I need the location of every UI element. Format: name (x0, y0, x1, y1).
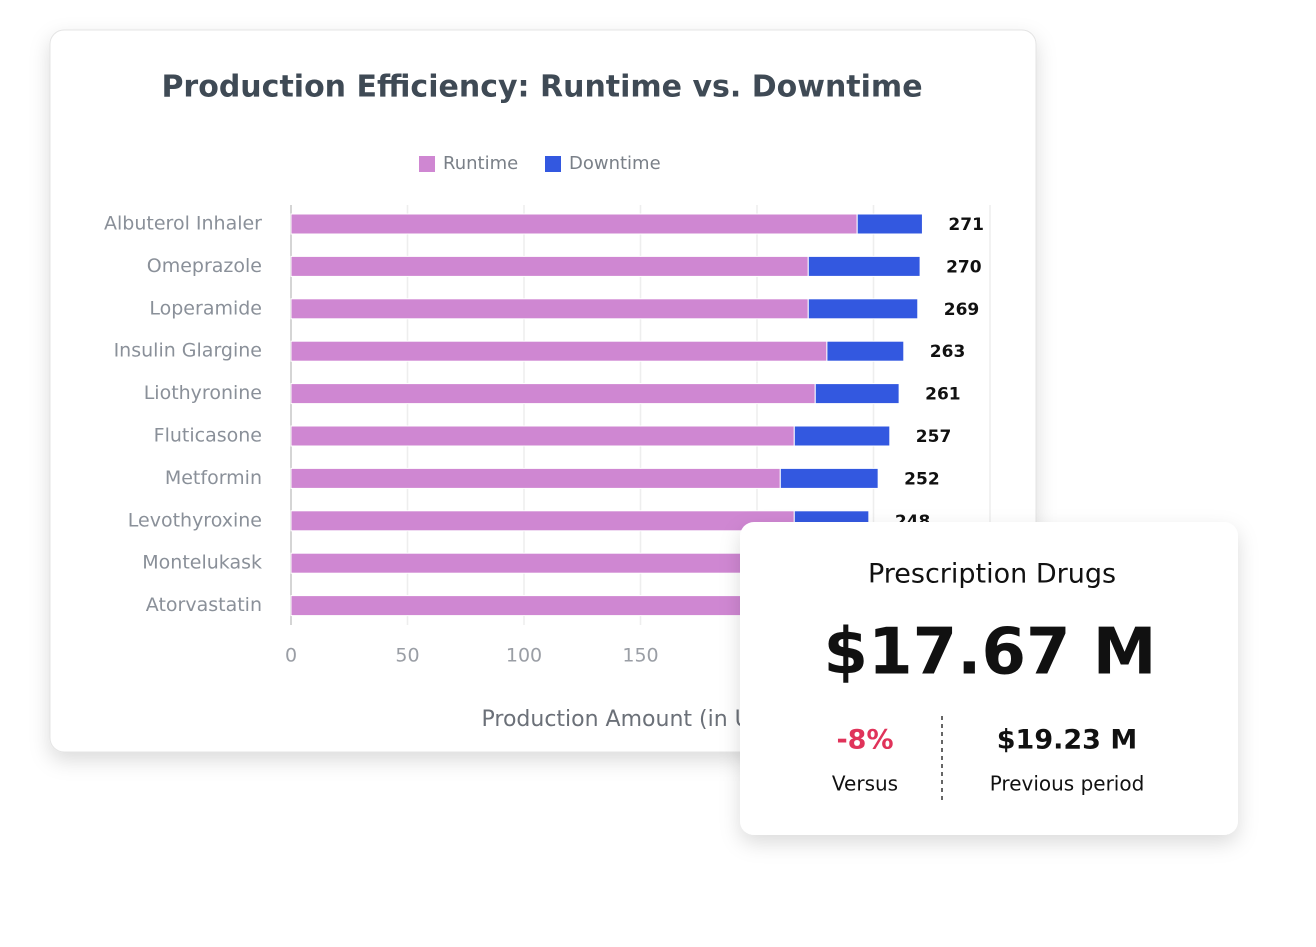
y-tick-label: Insulin Glargine (114, 340, 262, 362)
total-label: 270 (946, 257, 982, 277)
kpi-previous-label: Previous period (990, 772, 1145, 796)
bar-segment (290, 595, 770, 617)
y-tick-label: Omeprazole (147, 255, 262, 277)
x-tick-label: 150 (622, 645, 658, 667)
bar-segment (290, 552, 781, 574)
total-label: 257 (916, 427, 952, 447)
chart-title: Production Efficiency: Runtime vs. Downt… (161, 70, 922, 105)
total-label: 263 (930, 342, 966, 362)
bar-segment (793, 425, 891, 447)
bar-segment (290, 298, 809, 320)
y-tick-label: Levothyroxine (128, 509, 262, 531)
bar-segment (290, 255, 809, 277)
kpi-change: -8% (836, 725, 893, 756)
y-tick-label: Fluticasone (154, 425, 262, 447)
bar-segment (290, 383, 816, 405)
bar-segment (290, 340, 828, 362)
legend-swatch (545, 156, 561, 172)
x-tick-label: 100 (506, 645, 542, 667)
bar-segment (814, 383, 900, 405)
bar-segment (779, 467, 879, 489)
bar-segment (807, 298, 919, 320)
bar-segment (856, 213, 923, 235)
y-tick-label: Montelukask (142, 552, 262, 574)
x-tick-label: 50 (395, 645, 419, 667)
x-tick-label: 0 (285, 645, 297, 667)
y-tick-label: Metformin (165, 467, 262, 489)
bar-segment (290, 213, 858, 235)
bar-segment (290, 425, 795, 447)
legend-label: Runtime (443, 153, 518, 174)
y-tick-label: Atorvastatin (146, 594, 262, 616)
y-tick-label: Liothyronine (144, 382, 262, 404)
kpi-card: Prescription Drugs $17.67 M -8% Versus $… (740, 522, 1238, 835)
bar-segment (826, 340, 905, 362)
kpi-title: Prescription Drugs (868, 559, 1116, 590)
bar-segment (807, 255, 921, 277)
card-bg (740, 522, 1238, 835)
legend-swatch (419, 156, 435, 172)
y-tick-label: Loperamide (149, 297, 262, 319)
total-label: 252 (904, 469, 940, 489)
y-tick-label: Albuterol Inhaler (104, 213, 262, 235)
legend-label: Downtime (569, 153, 661, 174)
bar-segment (290, 510, 795, 532)
bar-segment (290, 467, 781, 489)
total-label: 261 (925, 385, 961, 405)
kpi-value: $17.67 M (824, 616, 1157, 690)
kpi-previous: $19.23 M (997, 725, 1137, 756)
kpi-change-label: Versus (832, 772, 898, 796)
total-label: 269 (944, 300, 980, 320)
total-label: 271 (948, 215, 984, 235)
